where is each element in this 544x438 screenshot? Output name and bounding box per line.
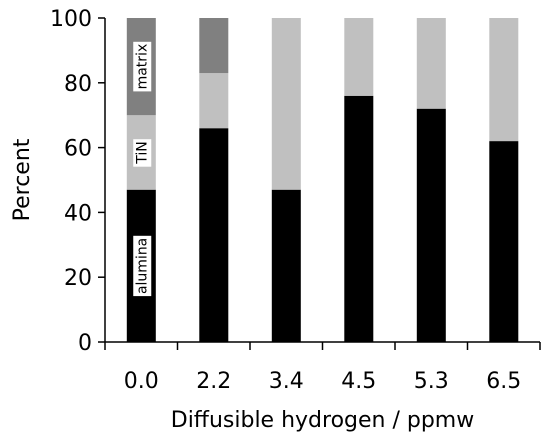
y-tick-label: 80 [64, 72, 92, 97]
x-tick-label: 5.3 [414, 369, 449, 394]
series-label-box [133, 235, 152, 297]
series-label-box [133, 41, 152, 92]
x-tick-label: 2.2 [196, 369, 231, 394]
x-tick-label: 0.0 [124, 369, 159, 394]
bar-alumina-5.3 [416, 108, 446, 342]
series-label-box [133, 139, 152, 167]
y-tick-label: 0 [78, 331, 92, 356]
bar-alumina-6.5 [489, 141, 519, 342]
x-ticks-group: 0.0 2.2 3.4 4.5 5.3 6.5 [104, 342, 541, 394]
bar-TiN-3.4 [271, 18, 301, 190]
annotations-group: alumina TiN matrix [133, 41, 152, 297]
bar-TiN-6.5 [489, 18, 519, 142]
x-tick-label: 3.4 [269, 369, 304, 394]
y-tick-label: 20 [64, 266, 92, 291]
bar-matrix-2.2 [199, 18, 229, 74]
bar-alumina-3.4 [271, 189, 301, 342]
bar-TiN-4.5 [344, 18, 374, 96]
y-tick-label: 60 [64, 137, 92, 162]
x-tick-label: 4.5 [341, 369, 376, 394]
series-label-TiN: TiN [133, 139, 152, 167]
series-label-matrix: matrix [133, 41, 152, 92]
bar-TiN-2.2 [199, 73, 229, 129]
bars-group [126, 18, 519, 342]
x-axis-title: Diffusible hydrogen / ppmw [171, 408, 474, 433]
y-tick-label: 40 [64, 201, 92, 226]
bar-alumina-2.2 [199, 128, 229, 342]
y-axis-title: Percent [10, 138, 35, 221]
axes-group [104, 18, 540, 343]
bar-TiN-5.3 [416, 18, 446, 109]
y-tick-label: 100 [50, 7, 92, 32]
bar-alumina-4.5 [344, 95, 374, 342]
x-tick-label: 6.5 [486, 369, 521, 394]
series-label-alumina: alumina [133, 235, 152, 297]
y-ticks-group: 0 20 40 60 80 100 [50, 7, 105, 356]
series-label-text: matrix [134, 44, 150, 90]
series-label-text: TiN [134, 141, 150, 164]
series-label-text: alumina [134, 238, 150, 294]
